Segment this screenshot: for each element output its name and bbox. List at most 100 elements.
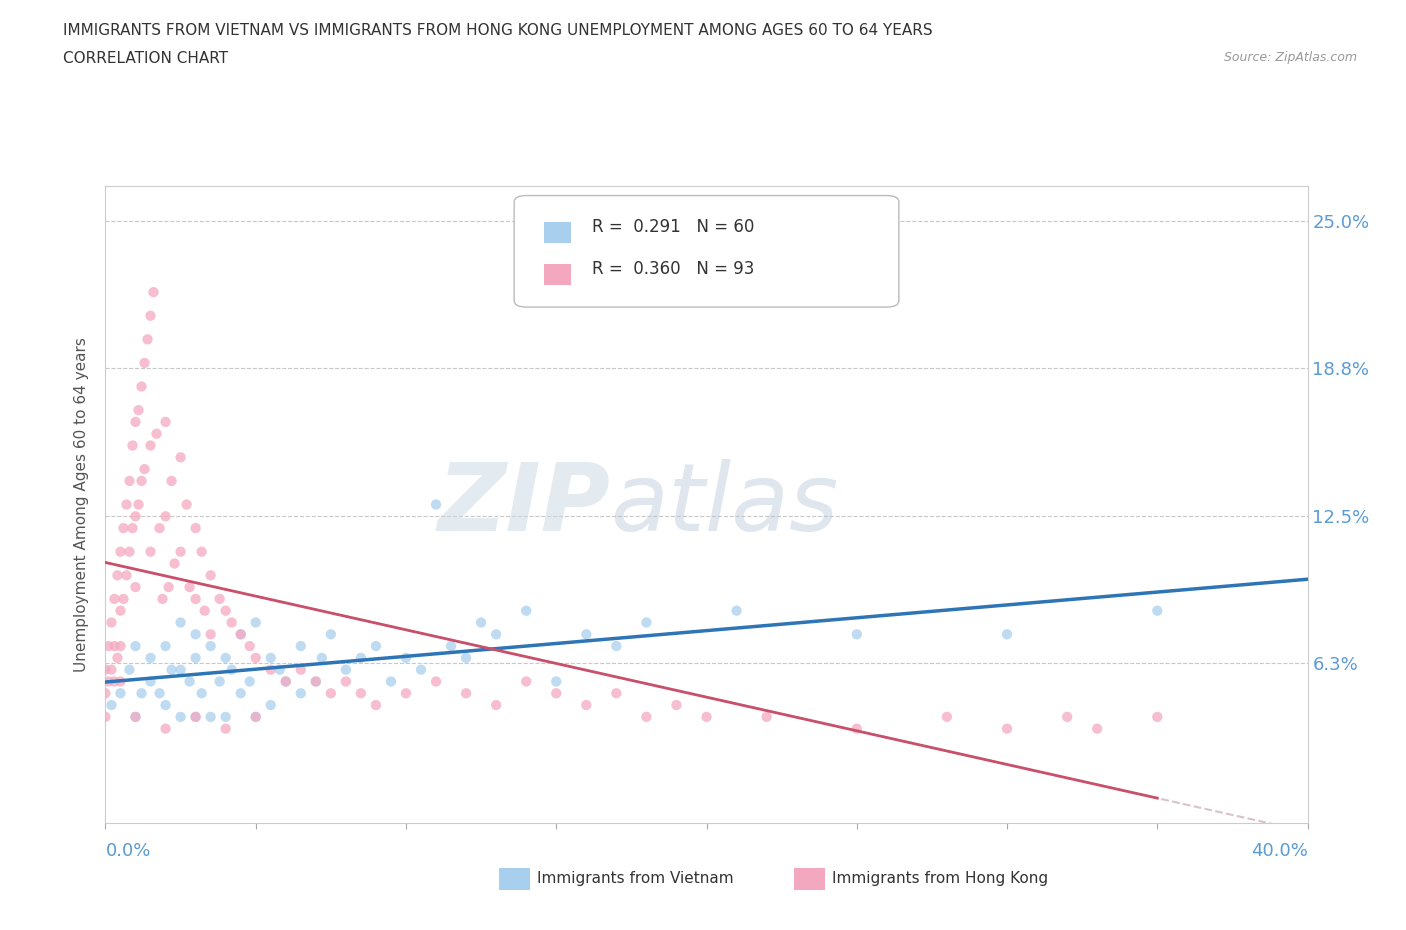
Point — [100, 615, 122, 630]
Point — [103, 639, 125, 654]
Point — [208, 591, 231, 606]
Point — [110, 544, 132, 559]
Point — [124, 710, 146, 724]
Point — [112, 521, 135, 536]
Point — [454, 650, 477, 665]
Point — [94, 685, 117, 700]
Point — [155, 509, 177, 524]
Point — [184, 521, 207, 536]
Point — [221, 615, 243, 630]
FancyBboxPatch shape — [544, 264, 571, 285]
Point — [107, 568, 129, 583]
Text: CORRELATION CHART: CORRELATION CHART — [63, 51, 228, 66]
Point — [103, 591, 125, 606]
Point — [311, 650, 333, 665]
Point — [110, 685, 132, 700]
Point — [290, 662, 312, 677]
Point — [139, 650, 162, 665]
Point — [364, 639, 387, 654]
Point — [155, 415, 177, 430]
Point — [169, 662, 191, 677]
Point — [425, 498, 447, 512]
Point — [148, 521, 170, 536]
Point — [131, 379, 153, 394]
Point — [454, 685, 477, 700]
Point — [485, 627, 508, 642]
Point — [425, 674, 447, 689]
Point — [100, 662, 122, 677]
Point — [169, 450, 191, 465]
Point — [290, 639, 312, 654]
Point — [97, 639, 120, 654]
Point — [546, 685, 568, 700]
Text: Immigrants from Hong Kong: Immigrants from Hong Kong — [832, 871, 1049, 886]
Point — [274, 674, 297, 689]
Point — [160, 473, 183, 488]
Point — [995, 627, 1018, 642]
Point — [190, 685, 212, 700]
Point — [239, 674, 262, 689]
Point — [134, 355, 156, 370]
Point — [245, 650, 267, 665]
Point — [134, 461, 156, 476]
Point — [515, 674, 537, 689]
Point — [139, 438, 162, 453]
Point — [575, 698, 598, 712]
Point — [229, 627, 252, 642]
Point — [139, 544, 162, 559]
Point — [103, 674, 125, 689]
Point — [124, 710, 146, 724]
Point — [214, 604, 236, 618]
Point — [124, 415, 146, 430]
Point — [121, 438, 143, 453]
Point — [118, 662, 141, 677]
Point — [157, 579, 180, 594]
Point — [208, 674, 231, 689]
Text: atlas: atlas — [610, 459, 838, 550]
Point — [1056, 710, 1078, 724]
Point — [260, 650, 283, 665]
Point — [269, 662, 291, 677]
Point — [245, 710, 267, 724]
Point — [245, 615, 267, 630]
Point — [139, 309, 162, 324]
Point — [214, 722, 236, 737]
Text: R =  0.360   N = 93: R = 0.360 N = 93 — [592, 259, 755, 278]
Point — [1146, 604, 1168, 618]
Point — [274, 674, 297, 689]
Point — [245, 710, 267, 724]
Point — [335, 662, 357, 677]
Point — [485, 698, 508, 712]
Point — [221, 662, 243, 677]
Point — [725, 604, 748, 618]
Point — [190, 544, 212, 559]
Point — [110, 639, 132, 654]
Point — [380, 674, 402, 689]
Point — [1146, 710, 1168, 724]
Point — [131, 685, 153, 700]
Point — [319, 627, 342, 642]
Point — [112, 591, 135, 606]
Point — [194, 604, 217, 618]
Point — [115, 568, 138, 583]
Point — [121, 521, 143, 536]
Point — [350, 650, 373, 665]
Point — [546, 674, 568, 689]
Point — [152, 591, 174, 606]
Point — [200, 710, 222, 724]
Point — [636, 710, 658, 724]
Point — [260, 662, 283, 677]
Text: R =  0.291   N = 60: R = 0.291 N = 60 — [592, 219, 755, 236]
Point — [160, 662, 183, 677]
Point — [118, 473, 141, 488]
Point — [169, 710, 191, 724]
Point — [184, 627, 207, 642]
Point — [145, 426, 167, 441]
Point — [995, 722, 1018, 737]
Point — [110, 604, 132, 618]
Point — [229, 685, 252, 700]
Point — [184, 650, 207, 665]
Point — [755, 710, 778, 724]
Point — [128, 498, 150, 512]
Point — [290, 685, 312, 700]
